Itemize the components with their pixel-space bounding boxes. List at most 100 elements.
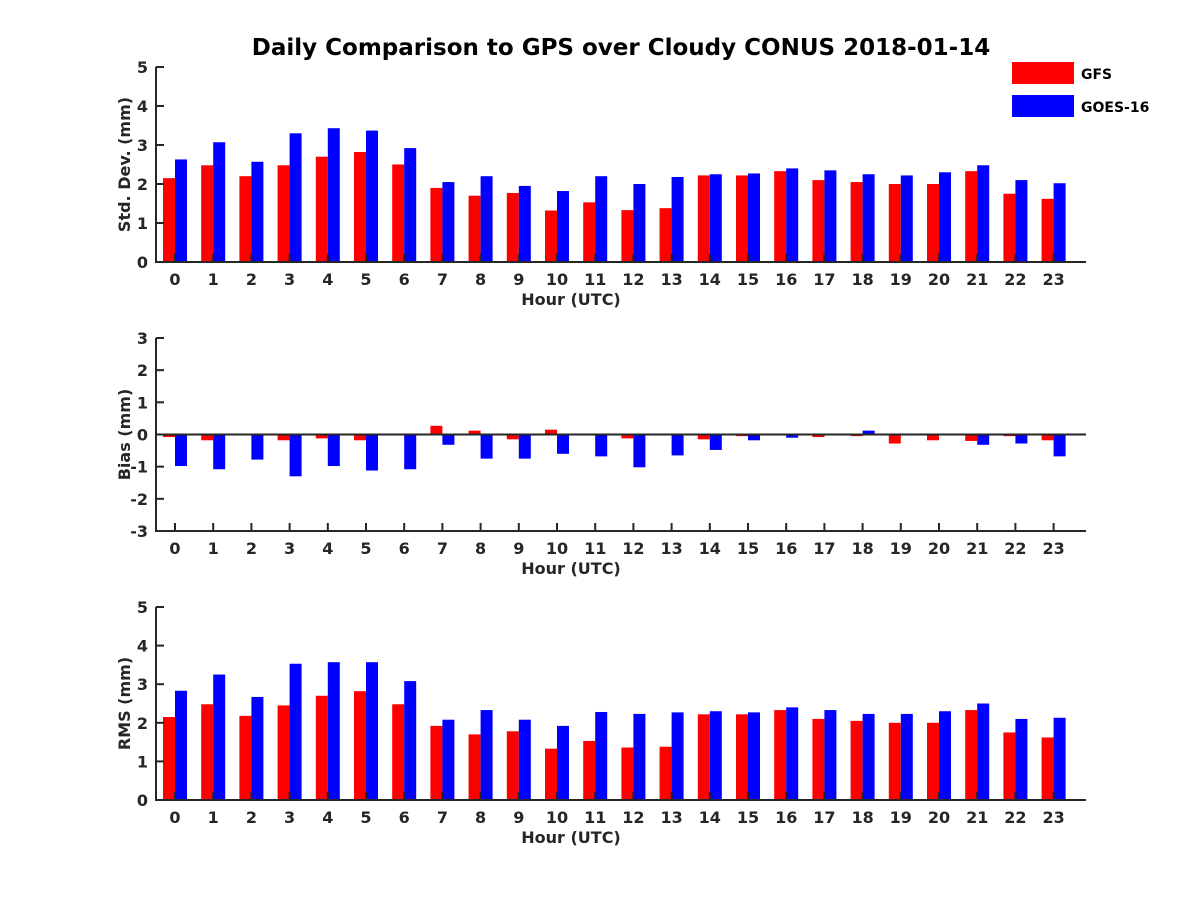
x-tick-label: 2 xyxy=(246,539,257,558)
x-tick-label: 23 xyxy=(1042,539,1064,558)
bar-gfs-hour-23 xyxy=(1041,198,1054,262)
bar-goes-16-hour-18 xyxy=(862,430,875,435)
y-tick-label: 1 xyxy=(137,214,148,233)
bar-goes-16-hour-5 xyxy=(366,130,378,262)
bar-gfs-hour-21 xyxy=(965,710,978,800)
x-tick-label: 14 xyxy=(699,270,721,289)
x-tick-label: 16 xyxy=(775,270,797,289)
bar-goes-16-hour-14 xyxy=(709,174,722,262)
bar-gfs-hour-16 xyxy=(774,171,787,262)
bar-gfs-hour-10 xyxy=(545,429,557,435)
bar-gfs-hour-8 xyxy=(468,430,481,435)
bar-gfs-hour-14 xyxy=(697,714,710,800)
bar-gfs-hour-4 xyxy=(315,156,328,262)
x-tick-label: 1 xyxy=(208,270,219,289)
bar-gfs-hour-7 xyxy=(430,725,443,800)
bar-gfs-hour-21 xyxy=(965,434,978,441)
bar-gfs-hour-22 xyxy=(1003,193,1016,262)
bar-goes-16-hour-3 xyxy=(289,663,302,800)
bar-goes-16-hour-4 xyxy=(327,434,340,467)
bar-goes-16-hour-9 xyxy=(518,434,531,459)
bar-goes-16-hour-10 xyxy=(557,434,569,454)
bar-goes-16-hour-21 xyxy=(977,434,990,445)
y-tick-label: 5 xyxy=(137,58,148,77)
x-tick-label: 19 xyxy=(890,539,912,558)
bar-goes-16-hour-13 xyxy=(671,434,684,456)
x-tick-label: 13 xyxy=(660,270,682,289)
bar-goes-16-hour-2 xyxy=(251,696,264,800)
x-tick-label: 5 xyxy=(360,539,371,558)
bar-gfs-hour-13 xyxy=(659,208,672,262)
bar-gfs-hour-9 xyxy=(506,192,519,262)
bar-gfs-hour-7 xyxy=(430,425,443,435)
bar-gfs-hour-12 xyxy=(621,434,634,439)
bar-goes-16-hour-16 xyxy=(786,707,799,800)
bar-goes-16-hour-13 xyxy=(671,176,684,262)
y-tick-label: 0 xyxy=(137,426,148,445)
y-tick-label: 4 xyxy=(137,97,148,116)
bar-goes-16-hour-21 xyxy=(977,703,990,800)
bar-gfs-hour-20 xyxy=(927,184,939,262)
bar-goes-16-hour-11 xyxy=(595,176,608,262)
x-tick-label: 6 xyxy=(399,808,410,827)
bar-gfs-hour-5 xyxy=(354,434,366,441)
bar-gfs-hour-11 xyxy=(583,740,596,800)
x-tick-label: 17 xyxy=(813,270,835,289)
y-tick-label: 2 xyxy=(137,361,148,380)
x-tick-label: 16 xyxy=(775,539,797,558)
x-tick-label: 6 xyxy=(399,539,410,558)
bar-goes-16-hour-4 xyxy=(327,662,340,800)
bar-gfs-hour-11 xyxy=(583,202,596,262)
x-axis-label: Hour (UTC) xyxy=(521,559,621,578)
x-tick-label: 4 xyxy=(322,270,333,289)
x-tick-label: 19 xyxy=(890,270,912,289)
x-tick-label: 4 xyxy=(322,539,333,558)
y-tick-label: 1 xyxy=(137,393,148,412)
y-axis-label: RMS (mm) xyxy=(115,657,134,750)
x-tick-label: 13 xyxy=(660,539,682,558)
bar-goes-16-hour-22 xyxy=(1015,434,1028,444)
bar-gfs-hour-19 xyxy=(888,184,901,262)
x-tick-label: 15 xyxy=(737,539,759,558)
bar-gfs-hour-22 xyxy=(1003,732,1016,800)
x-tick-label: 0 xyxy=(169,539,180,558)
bar-gfs-hour-12 xyxy=(621,210,634,262)
bar-goes-16-hour-8 xyxy=(480,176,493,262)
bar-goes-16-hour-23 xyxy=(1053,183,1066,262)
bar-goes-16-hour-15 xyxy=(748,173,760,262)
bar-gfs-hour-3 xyxy=(277,705,290,800)
bar-gfs-hour-14 xyxy=(697,434,710,440)
x-tick-label: 2 xyxy=(246,808,257,827)
x-tick-label: 9 xyxy=(513,270,524,289)
x-tick-label: 0 xyxy=(169,270,180,289)
bar-goes-16-hour-17 xyxy=(824,170,837,262)
bar-gfs-hour-4 xyxy=(315,695,328,800)
bar-gfs-hour-8 xyxy=(468,734,481,800)
bar-gfs-hour-10 xyxy=(545,748,557,800)
bar-goes-16-hour-18 xyxy=(862,174,875,262)
x-tick-label: 10 xyxy=(546,808,568,827)
x-tick-label: 8 xyxy=(475,539,486,558)
bar-gfs-hour-9 xyxy=(506,434,519,440)
x-tick-label: 15 xyxy=(737,808,759,827)
bar-goes-16-hour-10 xyxy=(557,191,569,262)
x-tick-label: 22 xyxy=(1004,270,1026,289)
bar-gfs-hour-19 xyxy=(888,434,901,444)
y-tick-label: 3 xyxy=(137,136,148,155)
x-tick-label: 2 xyxy=(246,270,257,289)
bar-gfs-hour-13 xyxy=(659,746,672,800)
bar-goes-16-hour-9 xyxy=(518,719,531,800)
bar-gfs-hour-7 xyxy=(430,187,443,262)
bar-gfs-hour-5 xyxy=(354,691,366,800)
bar-goes-16-hour-6 xyxy=(404,681,417,800)
bar-gfs-hour-6 xyxy=(392,704,405,800)
bar-gfs-hour-23 xyxy=(1041,434,1054,441)
x-tick-label: 18 xyxy=(851,808,873,827)
bar-gfs-hour-23 xyxy=(1041,737,1054,800)
bar-gfs-hour-15 xyxy=(736,175,748,262)
bar-goes-16-hour-19 xyxy=(900,175,913,262)
legend-swatch-goes16 xyxy=(1012,95,1074,117)
bar-gfs-hour-20 xyxy=(927,434,939,441)
x-tick-label: 23 xyxy=(1042,808,1064,827)
